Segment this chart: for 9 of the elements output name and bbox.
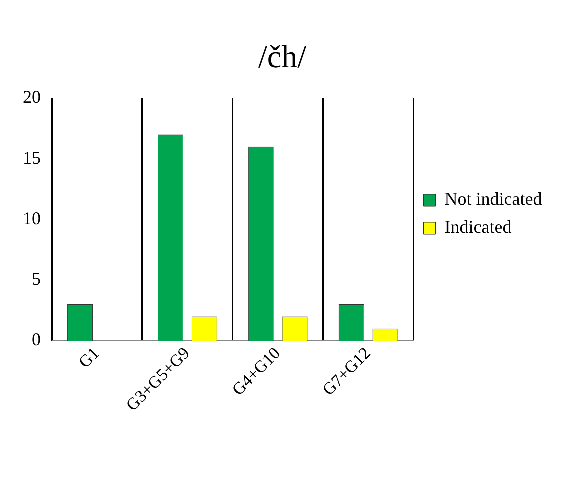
y-tick-label: 15 [23, 148, 41, 168]
legend-label: Not indicated [444, 189, 542, 210]
y-tick-label: 20 [23, 87, 41, 108]
x-tick-label: G1 [75, 344, 104, 372]
y-tick-label: 10 [23, 208, 41, 228]
chart-title: /čh/ [258, 38, 307, 75]
legend-label: Indicated [444, 217, 512, 238]
y-tick-label: 5 [32, 269, 41, 290]
y-tick-label: 0 [32, 330, 41, 350]
